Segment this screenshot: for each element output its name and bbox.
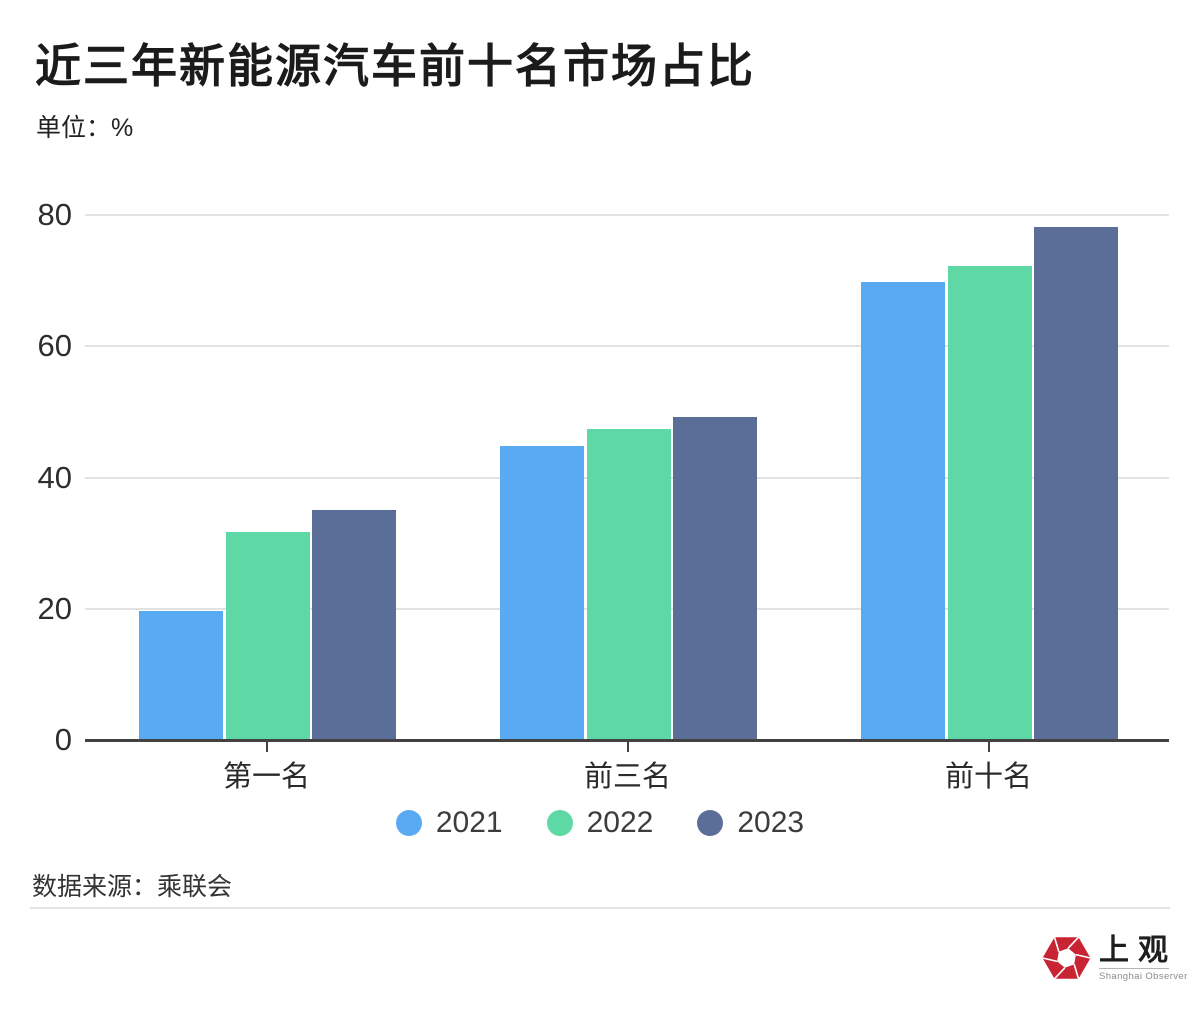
y-tick-label-80: 80 [37,197,72,232]
publisher-logo: 上观 Shanghai Observer [1042,936,1188,985]
bar-2023-group2 [673,417,757,740]
x-tick-3 [987,742,990,752]
bar-2023-group1 [312,510,396,740]
legend-label-2021: 2021 [435,806,503,839]
y-axis-labels: 0 20 40 60 80 [0,199,72,755]
logo-rule [1099,968,1169,969]
bar-2021-group1 [139,610,223,740]
footer-divider [30,907,1170,909]
logo-text-block: 上观 Shanghai Observer [1099,936,1188,982]
x-tick-2 [626,742,629,752]
legend-item-2021: 2021 [395,806,503,840]
x-tick-label-1: 第一名 [222,761,311,793]
legend-swatch-2021 [395,810,422,836]
bar-2021-group2 [500,446,584,740]
x-axis-line [85,739,1169,742]
unit-label: 单位：% [36,114,134,142]
bar-2021-group3 [861,281,945,740]
y-tick-label-0: 0 [54,722,72,757]
y-tick-label-20: 20 [37,590,72,626]
x-axis: 第一名 前三名 前十名 [85,739,1169,799]
hexagon-hole [1057,948,1076,968]
plot-area [85,214,1169,740]
legend-swatch-2022 [546,810,573,836]
chart-legend: 2021 2022 2023 [0,806,1200,840]
x-tick-label-3: 前十名 [944,761,1033,793]
gridline-80 [85,214,1169,216]
y-tick-label-40: 40 [37,459,72,495]
legend-label-2022: 2022 [586,806,654,839]
page-title: 近三年新能源汽车前十名市场占比 [35,40,755,92]
logo-name-cn: 上观 [1099,934,1177,967]
bar-2023-group3 [1034,226,1118,740]
data-source-label: 数据来源：乘联会 [32,873,233,901]
bar-2022-group1 [225,531,310,740]
legend-swatch-2023 [697,810,724,836]
legend-item-2022: 2022 [546,806,654,840]
gridline-60 [85,345,1169,348]
logo-name-en: Shanghai Observer [1099,971,1188,982]
y-tick-label-60: 60 [37,328,72,364]
x-tick-label-2: 前三名 [583,761,672,793]
bar-2022-group2 [586,428,671,740]
legend-label-2023: 2023 [737,806,805,839]
bar-2022-group3 [947,266,1032,740]
legend-item-2023: 2023 [697,806,804,840]
aperture-hexagon-icon [1042,936,1091,985]
x-tick-1 [265,742,268,752]
